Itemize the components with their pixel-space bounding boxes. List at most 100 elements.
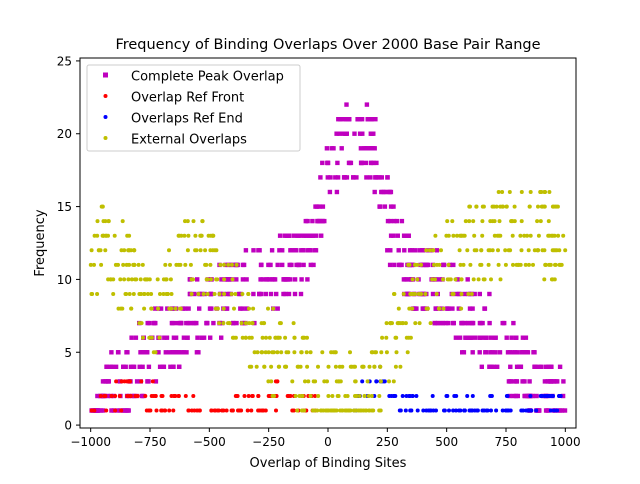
data-point [193, 248, 198, 253]
legend-marker-external-overlaps [103, 136, 108, 140]
data-point [409, 262, 415, 268]
data-point [221, 408, 226, 413]
data-point [301, 335, 306, 340]
data-point [272, 394, 276, 398]
data-point [333, 350, 338, 355]
data-point [204, 262, 209, 267]
data-point [168, 262, 172, 267]
data-point [556, 233, 561, 238]
data-point [402, 233, 407, 238]
data-point [338, 117, 344, 122]
data-point [431, 248, 435, 253]
x-tick-label: −250 [252, 435, 285, 449]
data-point [95, 219, 100, 224]
data-point [371, 408, 376, 413]
data-point [261, 408, 266, 413]
data-point [421, 262, 426, 268]
data-point [326, 364, 331, 369]
data-point [458, 233, 463, 238]
data-point [100, 233, 105, 238]
data-point [375, 175, 380, 180]
data-point [222, 292, 227, 296]
data-point [511, 262, 515, 267]
data-point [193, 233, 198, 238]
data-point [105, 379, 110, 384]
data-point [145, 320, 150, 326]
data-point [283, 335, 288, 340]
data-point [536, 233, 541, 238]
legend: Complete Peak Overlap Overlap Ref Front … [86, 64, 301, 152]
data-point [341, 131, 346, 136]
data-point [519, 219, 524, 224]
data-point [374, 379, 379, 384]
data-point [195, 408, 200, 413]
data-point [476, 277, 481, 282]
data-point [488, 350, 493, 355]
data-point [506, 379, 512, 384]
data-point [244, 277, 249, 282]
data-point [299, 408, 304, 413]
data-point [450, 219, 455, 224]
data-point [441, 306, 446, 311]
data-point [424, 248, 429, 253]
data-point [521, 408, 526, 413]
data-point [234, 320, 239, 326]
x-tick-label: 750 [495, 435, 518, 449]
data-point [400, 394, 405, 398]
data-point [398, 408, 403, 413]
data-point [249, 408, 254, 413]
data-point [245, 408, 250, 413]
data-point [461, 262, 466, 267]
data-point [542, 277, 547, 282]
data-point [557, 408, 563, 413]
data-point [472, 291, 477, 297]
data-point [250, 394, 255, 398]
data-point [139, 379, 144, 384]
data-point [501, 204, 505, 209]
data-point [169, 320, 175, 326]
data-point [230, 277, 235, 282]
data-point [489, 394, 494, 398]
data-point [129, 277, 134, 282]
data-point [278, 321, 283, 326]
data-point [132, 262, 137, 267]
data-point [489, 408, 493, 413]
data-point [199, 335, 205, 340]
data-point [379, 350, 384, 355]
data-point [463, 219, 468, 224]
data-point [151, 350, 156, 355]
data-point [251, 291, 256, 297]
data-point [212, 408, 217, 413]
data-point [450, 320, 456, 326]
data-point [384, 321, 389, 326]
data-point [415, 262, 420, 267]
data-point [490, 248, 495, 253]
data-point [108, 277, 113, 282]
data-point [520, 335, 526, 340]
data-point [458, 262, 463, 267]
data-point [127, 292, 132, 296]
data-point [287, 233, 292, 238]
data-point [380, 335, 385, 340]
data-point [95, 393, 100, 399]
chart-title: Frequency of Binding Overlaps Over 2000 … [115, 37, 540, 53]
data-point [138, 277, 143, 282]
data-point [247, 306, 251, 311]
data-point [537, 408, 542, 413]
data-point [373, 117, 378, 122]
data-point [354, 175, 359, 180]
data-point [244, 306, 249, 311]
data-point [169, 292, 174, 296]
data-point [394, 335, 399, 340]
data-point [106, 233, 110, 238]
data-point [460, 350, 465, 355]
data-point [299, 277, 304, 282]
data-point [167, 350, 172, 355]
data-point [421, 291, 426, 297]
data-point [527, 379, 532, 384]
data-point [543, 408, 549, 413]
data-point [254, 364, 259, 369]
x-tick-label: 500 [435, 435, 458, 449]
data-point [289, 262, 294, 268]
data-point [453, 277, 458, 282]
